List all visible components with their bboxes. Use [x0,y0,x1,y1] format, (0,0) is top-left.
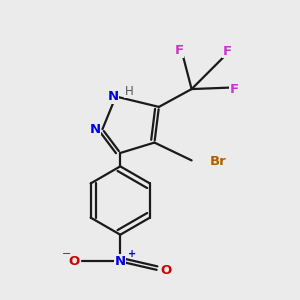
Text: H: H [125,85,134,98]
Text: −: − [62,249,71,259]
Text: +: + [128,249,136,259]
Text: N: N [107,90,118,103]
Text: O: O [161,264,172,277]
Text: O: O [69,255,80,268]
Text: F: F [174,44,183,57]
Text: N: N [89,123,100,136]
Text: F: F [229,82,239,96]
Text: Br: Br [209,155,226,168]
Text: N: N [115,255,126,268]
Text: F: F [223,44,232,58]
